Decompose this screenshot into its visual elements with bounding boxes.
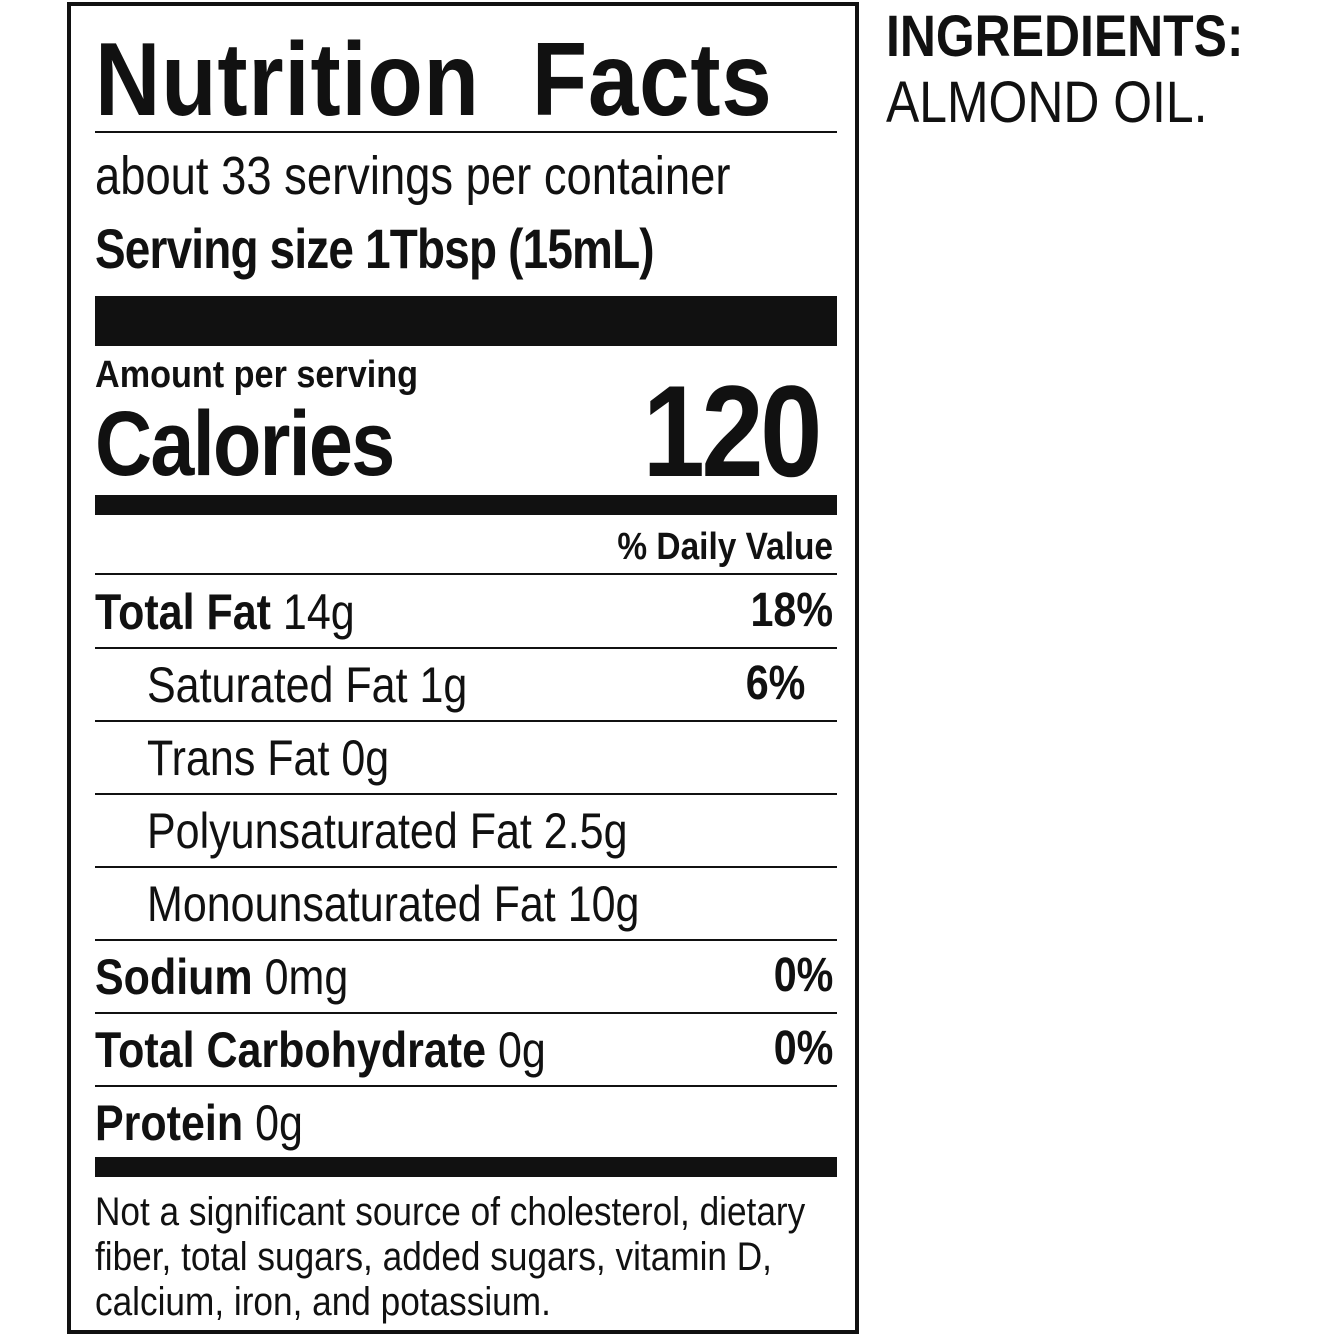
nutrient-name: Total Fat <box>95 584 271 640</box>
nutrient-row: Total Fat 14g 18% <box>95 575 837 649</box>
nutrient-daily-value: 18% <box>750 584 833 637</box>
divider <box>95 939 837 941</box>
ingredients-heading: INGREDIENTS: <box>886 4 1244 69</box>
nutrient-row: Sodium 0mg 0% <box>95 940 837 1014</box>
nutrient-amount: 0g <box>255 1095 303 1151</box>
nutrient-label: Total Carbohydrate 0g <box>95 1025 546 1075</box>
nutrient-name: Total Carbohydrate <box>95 1022 487 1078</box>
divider <box>95 647 837 649</box>
nutrient-label: Total Fat 14g <box>95 587 355 637</box>
nutrient-label: Sodium 0mg <box>95 952 348 1002</box>
nutrient-row: Total Carbohydrate 0g 0% <box>95 1013 837 1087</box>
footnote-line: fiber, total sugars, added sugars, vitam… <box>95 1235 772 1279</box>
thick-bar <box>95 296 837 346</box>
nutrient-amount: 0mg <box>264 949 349 1005</box>
nutrient-amount: 1g <box>419 657 468 713</box>
nutrient-label: Monounsaturated Fat 10g <box>147 879 639 929</box>
nutrient-name: Trans Fat <box>147 730 330 786</box>
nutrient-row: Polyunsaturated Fat 2.5g <box>95 794 837 868</box>
nutrient-name: Polyunsaturated Fat <box>147 803 532 859</box>
serving-size: Serving size 1Tbsp (15mL) <box>95 217 655 280</box>
amount-per-serving: Amount per serving <box>95 354 419 396</box>
nutrient-label: Saturated Fat 1g <box>147 660 467 710</box>
nutrient-label: Protein 0g <box>95 1098 303 1148</box>
divider <box>95 866 837 868</box>
medium-bar <box>95 1157 837 1177</box>
footnote-line: calcium, iron, and potassium. <box>95 1280 551 1324</box>
medium-bar <box>95 495 837 515</box>
nutrient-name: Monounsaturated Fat <box>147 876 556 932</box>
nutrient-amount: 0g <box>497 1022 546 1078</box>
divider <box>95 1085 837 1087</box>
nutrient-label: Polyunsaturated Fat 2.5g <box>147 806 628 856</box>
nutrient-amount: 10g <box>567 876 640 932</box>
nutrient-row: Saturated Fat 1g 6% <box>95 648 837 722</box>
nutrient-label: Trans Fat 0g <box>147 733 389 783</box>
divider <box>95 720 837 722</box>
label-title: Nutrition Facts <box>95 22 773 138</box>
nutrition-facts-panel: Nutrition Facts about 33 servings per co… <box>67 2 859 1334</box>
nutrient-row: Trans Fat 0g <box>95 721 837 795</box>
divider <box>95 131 837 133</box>
nutrient-row: Monounsaturated Fat 10g <box>95 867 837 941</box>
nutrient-amount: 0g <box>341 730 390 786</box>
calories-value: 120 <box>642 358 823 504</box>
nutrient-name: Sodium <box>95 949 253 1005</box>
divider <box>95 573 837 575</box>
servings-per-container: about 33 servings per container <box>95 146 731 206</box>
divider <box>95 793 837 795</box>
nutrient-name: Protein <box>95 1095 244 1151</box>
nutrient-daily-value: 6% <box>745 657 805 710</box>
footnote-line: Not a significant source of cholesterol,… <box>95 1190 806 1234</box>
calories-label: Calories <box>95 393 395 495</box>
nutrient-daily-value: 0% <box>773 1022 833 1075</box>
nutrient-name: Saturated Fat <box>147 657 408 713</box>
nutrient-row: Protein 0g <box>95 1086 837 1158</box>
daily-value-header: % Daily Value <box>617 526 833 568</box>
nutrient-amount: 2.5g <box>543 803 628 859</box>
divider <box>95 1012 837 1014</box>
ingredients-text: ALMOND OIL. <box>886 70 1208 135</box>
nutrient-daily-value: 0% <box>773 949 833 1002</box>
nutrient-amount: 14g <box>282 584 355 640</box>
